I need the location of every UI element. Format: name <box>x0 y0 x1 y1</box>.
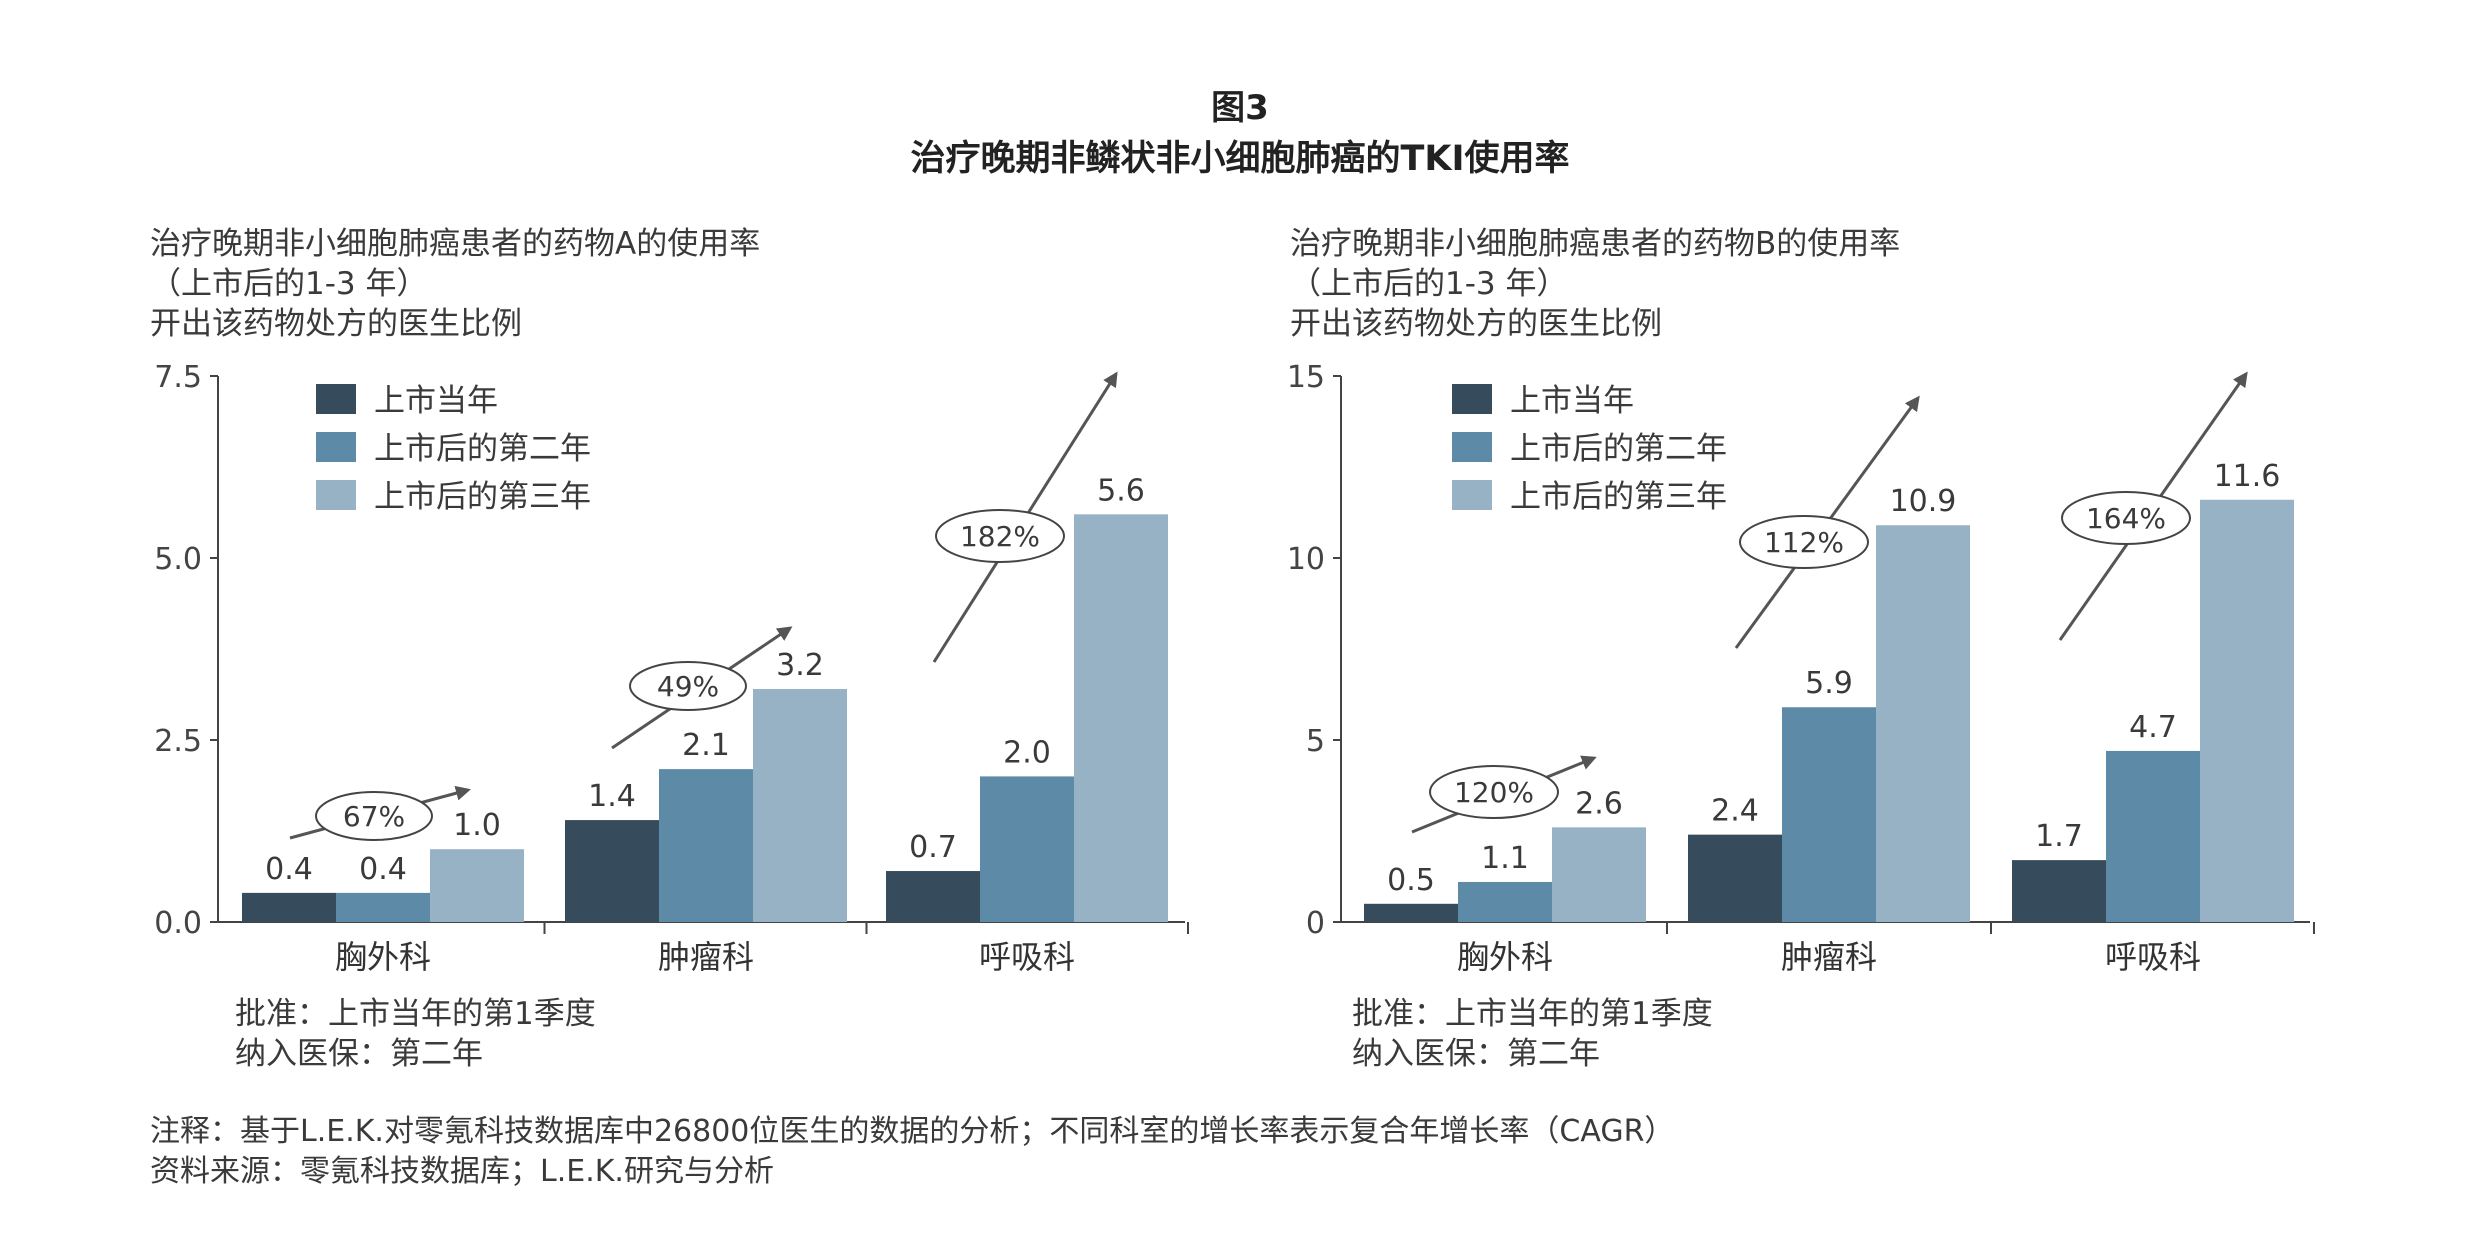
bar-value-label: 0.4 <box>265 852 313 887</box>
legend-label: 上市后的第二年 <box>1510 431 1727 467</box>
y-tick-label: 15 <box>1287 360 1325 395</box>
legend-label: 上市后的第三年 <box>1510 479 1727 515</box>
legend-swatch <box>316 432 356 462</box>
bar-value-label: 0.4 <box>359 852 407 887</box>
bar-value-label: 1.7 <box>2035 819 2083 854</box>
bar <box>430 849 524 922</box>
footnote-notes: 注释：基于L.E.K.对零氪科技数据库中26800位医生的数据的分析；不同科室的… <box>150 1114 1675 1149</box>
y-tick-label: 5 <box>1306 724 1325 759</box>
panel-a-label-line: 开出该药物处方的医生比例 <box>150 306 522 342</box>
bar <box>1074 514 1168 922</box>
bar-value-label: 2.0 <box>1003 735 1051 770</box>
panel-b-notes: 批准：上市当年的第1季度 纳入医保：第二年 <box>1352 994 1713 1074</box>
panel-b-label-line: 开出该药物处方的医生比例 <box>1290 306 1662 342</box>
category-label: 肿瘤科 <box>1781 938 1877 976</box>
figure-title: 治疗晚期非鳞状非小细胞肺癌的TKI使用率 <box>910 139 1570 179</box>
growth-ellipse <box>629 661 747 711</box>
panel-a-label-line: 治疗晚期非小细胞肺癌患者的药物A的使用率 <box>150 226 761 262</box>
bar <box>2200 499 2294 922</box>
bar <box>242 892 336 922</box>
legend-swatch <box>316 480 356 510</box>
approval-note: 批准：上市当年的第1季度 <box>235 996 596 1032</box>
bar-value-label: 10.9 <box>1890 484 1957 519</box>
legend-swatch <box>316 384 356 414</box>
growth-ellipse <box>935 509 1065 563</box>
chart-panel-b: 0 5 10 15 0.5 1.1 2.6 胸外科 2.4 5.9 10.9 肿瘤科 1.7 4.7 11.… <box>1287 360 2315 976</box>
y-tick-label: 5.0 <box>154 542 202 577</box>
bar-value-label: 2.6 <box>1575 786 1623 821</box>
insurance-note: 纳入医保：第二年 <box>235 1036 483 1072</box>
footnote-source: 资料来源：零氪科技数据库；L.E.K.研究与分析 <box>150 1154 774 1189</box>
bar <box>1552 827 1646 922</box>
y-tick-label: 7.5 <box>154 360 202 395</box>
growth-rate-label: 120% <box>1454 776 1534 809</box>
panel-a-label: 治疗晚期非小细胞肺癌患者的药物A的使用率 （上市后的1-3 年） 开出该药物处方… <box>150 224 760 344</box>
growth-ellipse <box>2061 491 2191 545</box>
legend-swatch <box>1452 384 1492 414</box>
bar <box>336 892 430 922</box>
legend-label: 上市当年 <box>374 383 498 419</box>
panel-b-label-line: （上市后的1-3 年） <box>1290 266 1568 302</box>
bar-value-label: 1.0 <box>453 808 501 843</box>
bar <box>2106 750 2200 922</box>
y-tick-label: 0.0 <box>154 906 202 941</box>
bar-value-label: 1.4 <box>588 779 636 814</box>
bar <box>1458 881 1552 922</box>
figure-number: 图3 <box>1211 88 1269 128</box>
chart-panel-a: 0.0 2.5 5.0 7.5 0.4 0.4 1.0 胸外科 1.4 2.1 3.2 肿瘤科 0.7 2… <box>154 360 1189 976</box>
category-label: 胸外科 <box>335 938 431 976</box>
legend-label: 上市后的第二年 <box>374 431 591 467</box>
legend-swatch <box>1452 480 1492 510</box>
panel-a-label-line: （上市后的1-3 年） <box>150 266 428 302</box>
bar-value-label: 2.1 <box>682 728 730 763</box>
bar <box>659 769 753 922</box>
growth-rate-label: 164% <box>2086 502 2166 535</box>
bar-value-label: 4.7 <box>2129 710 2177 745</box>
bar <box>753 689 847 922</box>
approval-note: 批准：上市当年的第1季度 <box>1352 996 1713 1032</box>
panel-a-notes: 批准：上市当年的第1季度 纳入医保：第二年 <box>235 994 596 1074</box>
bar <box>1688 834 1782 922</box>
bar-value-label: 0.7 <box>909 830 957 865</box>
bar <box>1364 903 1458 922</box>
growth-rate-label: 182% <box>960 520 1040 553</box>
bar <box>565 820 659 922</box>
category-label: 肿瘤科 <box>658 938 754 976</box>
legend-swatch <box>1452 432 1492 462</box>
bar <box>886 871 980 922</box>
growth-rate-label: 112% <box>1764 526 1844 559</box>
panel-b-label: 治疗晚期非小细胞肺癌患者的药物B的使用率 （上市后的1-3 年） 开出该药物处方… <box>1290 224 1900 344</box>
legend-label: 上市当年 <box>1510 383 1634 419</box>
bar-value-label: 2.4 <box>1711 794 1759 829</box>
bar <box>980 776 1074 922</box>
growth-ellipse <box>1429 765 1559 819</box>
bar <box>2012 860 2106 922</box>
y-tick-label: 10 <box>1287 542 1325 577</box>
bar-value-label: 5.6 <box>1097 473 1145 508</box>
category-label: 呼吸科 <box>2105 938 2201 976</box>
bar-value-label: 1.1 <box>1481 841 1529 876</box>
bar <box>1876 525 1970 922</box>
bar-value-label: 11.6 <box>2214 459 2281 494</box>
y-tick-label: 0 <box>1306 906 1325 941</box>
y-tick-label: 2.5 <box>154 724 202 759</box>
bar-value-label: 3.2 <box>776 648 824 683</box>
legend-label: 上市后的第三年 <box>374 479 591 515</box>
bar-value-label: 5.9 <box>1805 666 1853 701</box>
growth-rate-label: 49% <box>657 670 719 703</box>
growth-ellipse <box>1739 515 1869 569</box>
category-label: 呼吸科 <box>979 938 1075 976</box>
bar <box>1782 707 1876 922</box>
category-label: 胸外科 <box>1457 938 1553 976</box>
panel-b-label-line: 治疗晚期非小细胞肺癌患者的药物B的使用率 <box>1290 226 1901 262</box>
growth-rate-label: 67% <box>343 800 405 833</box>
insurance-note: 纳入医保：第二年 <box>1352 1036 1600 1072</box>
bar-value-label: 0.5 <box>1387 863 1435 898</box>
growth-ellipse <box>315 791 433 841</box>
